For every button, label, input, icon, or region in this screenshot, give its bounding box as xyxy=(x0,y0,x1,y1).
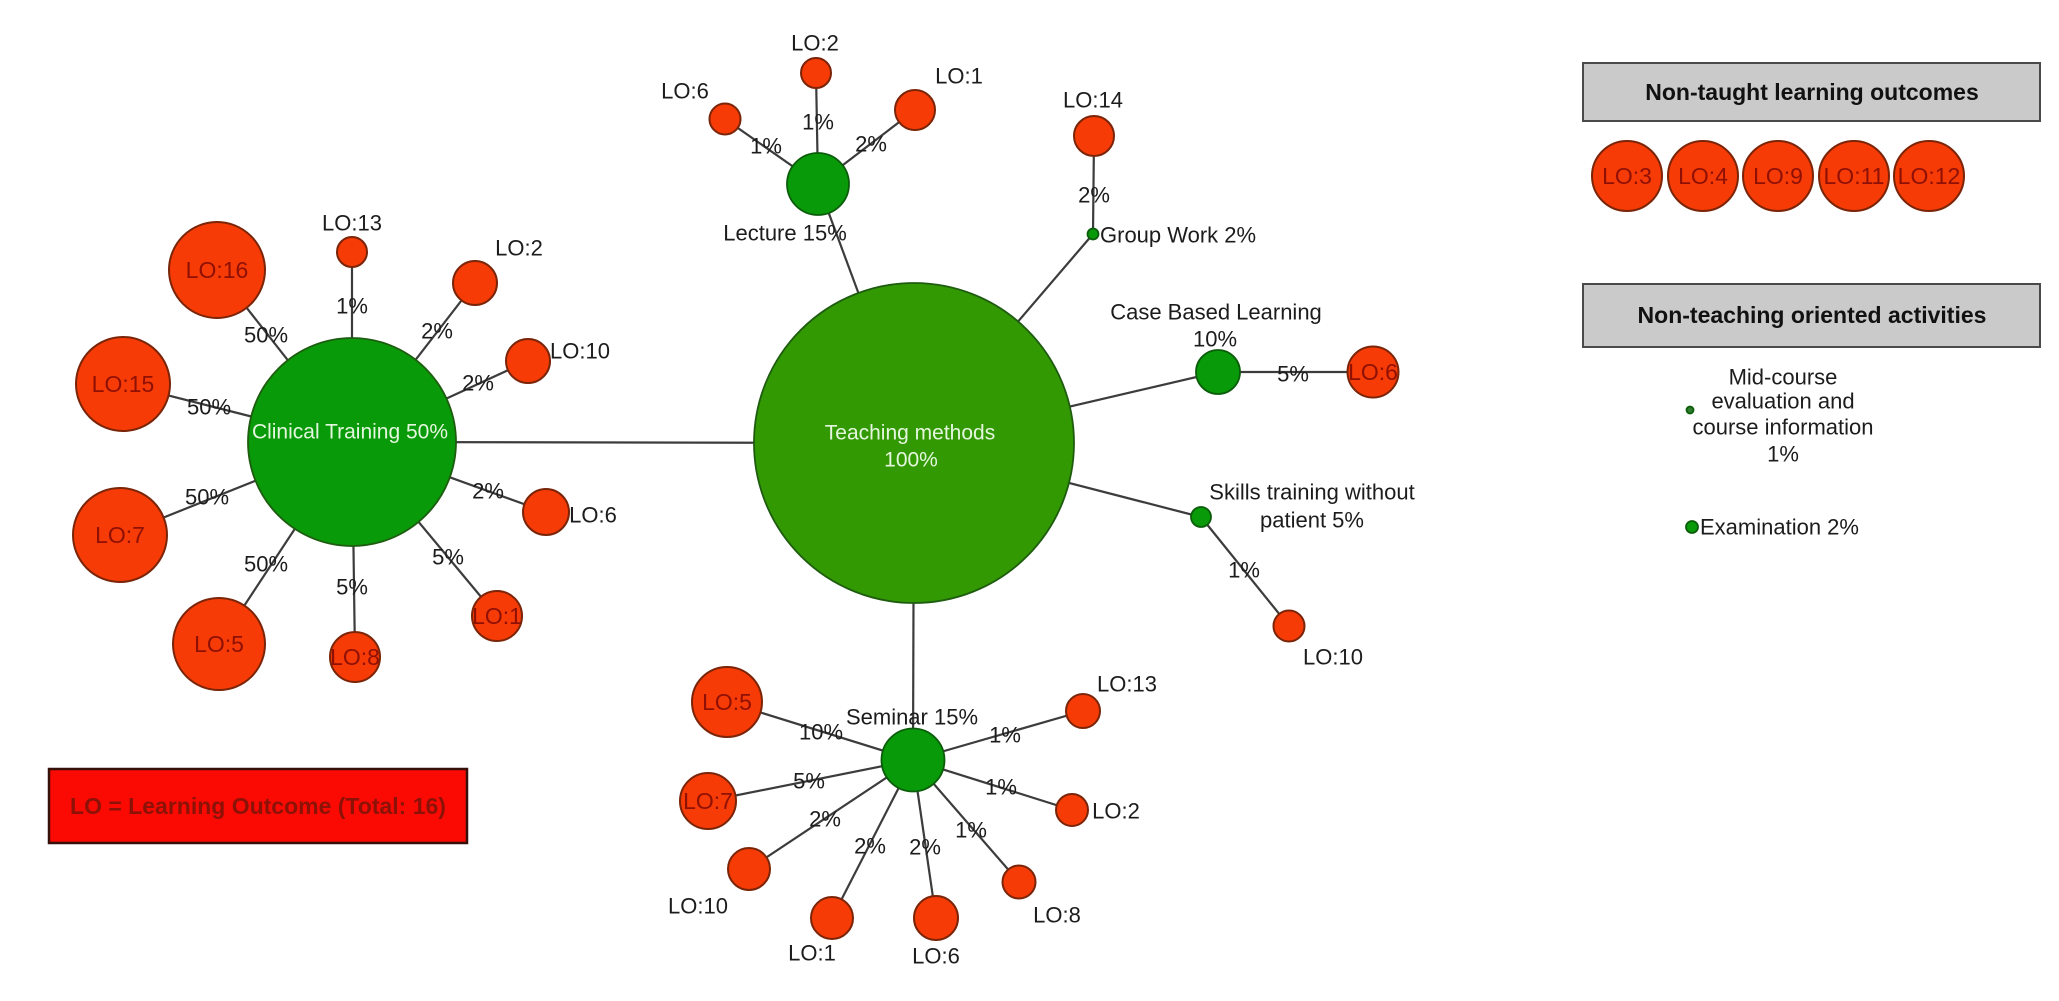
svg-text:10%: 10% xyxy=(1193,327,1237,352)
svg-text:5%: 5% xyxy=(1277,362,1309,387)
svg-text:LO:10: LO:10 xyxy=(668,894,728,919)
svg-text:LO:1: LO:1 xyxy=(935,64,983,89)
svg-text:LO:2: LO:2 xyxy=(1092,799,1140,824)
svg-text:5%: 5% xyxy=(336,575,368,600)
svg-text:1%: 1% xyxy=(989,723,1021,748)
svg-text:Group Work 2%: Group Work 2% xyxy=(1100,223,1256,248)
svg-text:LO:16: LO:16 xyxy=(186,257,249,283)
svg-text:LO:7: LO:7 xyxy=(95,522,145,548)
svg-text:Teaching methods: Teaching methods xyxy=(825,421,995,444)
svg-text:LO:13: LO:13 xyxy=(322,211,382,236)
svg-text:LO = Learning Outcome (Total:: LO = Learning Outcome (Total: 16) xyxy=(70,793,446,819)
svg-text:Skills training without: Skills training without xyxy=(1209,480,1414,505)
svg-text:LO:9: LO:9 xyxy=(1753,163,1803,189)
svg-text:LO:4: LO:4 xyxy=(1678,163,1728,189)
svg-text:Non-teaching oriented activiti: Non-teaching oriented activities xyxy=(1638,302,1987,328)
svg-text:2%: 2% xyxy=(462,371,494,396)
svg-text:50%: 50% xyxy=(244,552,288,577)
svg-text:2%: 2% xyxy=(855,132,887,157)
svg-text:LO:1: LO:1 xyxy=(472,603,522,629)
svg-text:Lecture 15%: Lecture 15% xyxy=(723,221,847,246)
svg-text:100%: 100% xyxy=(884,448,938,471)
svg-text:50%: 50% xyxy=(244,323,288,348)
svg-text:50%: 50% xyxy=(187,395,231,420)
svg-text:Case Based Learning: Case Based Learning xyxy=(1110,300,1322,325)
svg-text:2%: 2% xyxy=(1078,183,1110,208)
svg-text:50%: 50% xyxy=(185,485,229,510)
svg-text:1%: 1% xyxy=(1228,558,1260,583)
svg-text:1%: 1% xyxy=(336,294,368,319)
svg-text:1%: 1% xyxy=(750,134,782,159)
svg-text:LO:5: LO:5 xyxy=(702,689,752,715)
svg-text:LO:14: LO:14 xyxy=(1063,88,1123,113)
svg-text:LO:8: LO:8 xyxy=(1033,903,1081,928)
svg-text:10%: 10% xyxy=(799,720,843,745)
svg-text:course information: course information xyxy=(1693,415,1874,440)
svg-text:Non-taught learning outcomes: Non-taught learning outcomes xyxy=(1645,79,1979,105)
svg-text:LO:6: LO:6 xyxy=(912,944,960,969)
svg-text:evaluation and: evaluation and xyxy=(1711,389,1854,414)
svg-text:LO:6: LO:6 xyxy=(661,79,709,104)
svg-text:LO:5: LO:5 xyxy=(194,631,244,657)
svg-text:LO:8: LO:8 xyxy=(330,644,380,670)
svg-text:LO:11: LO:11 xyxy=(1824,163,1885,189)
svg-text:LO:6: LO:6 xyxy=(569,503,617,528)
svg-text:patient 5%: patient 5% xyxy=(1260,508,1364,533)
svg-text:LO:12: LO:12 xyxy=(1898,163,1961,189)
svg-text:2%: 2% xyxy=(809,807,841,832)
svg-text:1%: 1% xyxy=(985,775,1017,800)
svg-text:LO:3: LO:3 xyxy=(1602,163,1652,189)
svg-text:2%: 2% xyxy=(909,835,941,860)
svg-text:5%: 5% xyxy=(432,545,464,570)
svg-text:2%: 2% xyxy=(854,834,886,859)
svg-text:LO:10: LO:10 xyxy=(550,339,610,364)
svg-text:5%: 5% xyxy=(793,769,825,794)
svg-text:Clinical Training 50%: Clinical Training 50% xyxy=(252,420,448,443)
svg-text:LO:1: LO:1 xyxy=(788,941,836,966)
svg-text:LO:2: LO:2 xyxy=(495,236,543,261)
svg-text:Examination 2%: Examination 2% xyxy=(1700,515,1859,540)
svg-text:LO:6: LO:6 xyxy=(1348,359,1398,385)
svg-text:Seminar 15%: Seminar 15% xyxy=(846,705,978,730)
svg-text:LO:7: LO:7 xyxy=(683,788,733,814)
svg-text:2%: 2% xyxy=(472,479,504,504)
svg-text:2%: 2% xyxy=(421,319,453,344)
svg-text:LO:15: LO:15 xyxy=(92,371,155,397)
svg-text:1%: 1% xyxy=(802,110,834,135)
svg-text:1%: 1% xyxy=(955,818,987,843)
svg-text:1%: 1% xyxy=(1767,442,1799,467)
svg-text:LO:13: LO:13 xyxy=(1097,672,1157,697)
svg-text:Mid-course: Mid-course xyxy=(1729,365,1838,390)
svg-text:LO:10: LO:10 xyxy=(1303,645,1363,670)
svg-text:LO:2: LO:2 xyxy=(791,31,839,56)
